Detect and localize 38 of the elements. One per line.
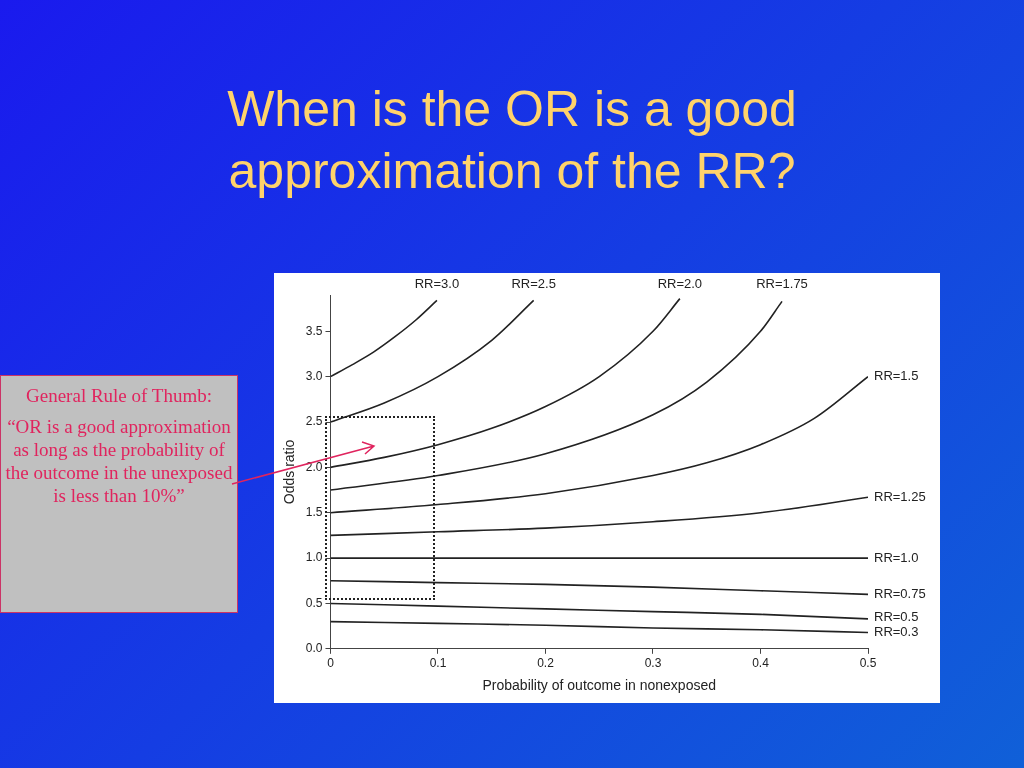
y-tick-label: 1.5 [305, 505, 323, 520]
series-label: RR=1.25 [874, 488, 926, 504]
chart-title: When is the OR is a good approximation of the RR? [226, 80, 798, 201]
x-tick-label: 0 [327, 656, 335, 671]
series-label: RR=0.3 [874, 624, 919, 640]
x-tick-label: 0.5 [859, 656, 877, 671]
x-tick-label: 0.4 [752, 656, 770, 671]
x-tick-label: 0.2 [537, 656, 555, 671]
x-tick-label: 0.1 [429, 656, 447, 671]
y-axis-title: Odds ratio [281, 439, 298, 505]
line-series [330, 299, 535, 423]
y-tick-label: 0.0 [305, 641, 323, 656]
y-tick-label: 1.0 [305, 550, 323, 565]
line-series [330, 602, 868, 620]
text: “OR is a good approximation as long as the probability of the outcome in the unexposed is less than 10%” [4, 415, 234, 507]
series-label: RR=2.0 [657, 276, 703, 292]
line-series [330, 375, 868, 514]
line-series [330, 299, 438, 378]
y-tick-label: 0.5 [305, 595, 323, 610]
series-label: RR=1.75 [756, 276, 808, 292]
series-label: RR=0.5 [874, 609, 919, 625]
line-series [330, 496, 868, 537]
x-tick-label: 0.3 [644, 656, 662, 671]
series-label: RR=3.0 [414, 276, 460, 292]
y-tick-label: 3.0 [305, 368, 323, 383]
line-series [330, 579, 868, 596]
series-label: RR=0.75 [874, 585, 926, 601]
line-series [330, 300, 783, 491]
series-label: RR=2.5 [511, 276, 556, 292]
series-label: RR=1.5 [874, 368, 919, 384]
x-axis-title: Probability of outcome in nonexposed [482, 677, 716, 694]
text: General Rule of Thumb: [25, 384, 213, 407]
line-series [330, 297, 681, 469]
line-series [330, 620, 868, 634]
series-label: RR=1.0 [874, 549, 919, 565]
y-tick-label: 3.5 [305, 323, 323, 338]
y-tick-label: 2.0 [305, 459, 323, 474]
y-tick-label: 2.5 [305, 414, 323, 429]
